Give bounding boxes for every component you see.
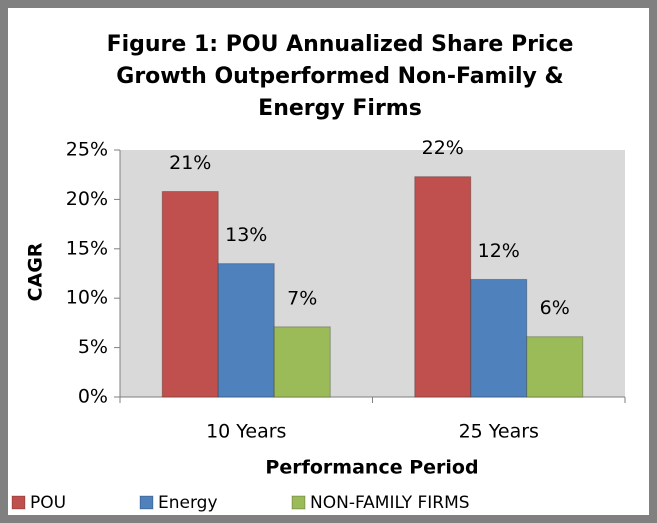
y-axis-title: CAGR xyxy=(25,242,47,301)
bar xyxy=(526,336,584,398)
x-tick-label: 25 Years xyxy=(459,421,539,443)
bar xyxy=(470,278,528,398)
value-label: 6% xyxy=(540,297,570,319)
value-label: 12% xyxy=(478,240,520,262)
y-tick-label: 20% xyxy=(66,188,108,210)
legend-label: Energy xyxy=(158,493,218,513)
chart-title: Growth Outperformed Non-Family & xyxy=(116,64,563,89)
bar xyxy=(414,176,472,398)
chart-title: Energy Firms xyxy=(258,96,422,121)
legend-swatch xyxy=(291,495,306,510)
value-label: 7% xyxy=(287,287,317,309)
y-tick-label: 25% xyxy=(66,139,108,161)
value-label: 22% xyxy=(422,137,464,159)
legend-label: POU xyxy=(30,493,66,513)
y-tick-label: 10% xyxy=(66,287,108,309)
legend-label: NON-FAMILY FIRMS xyxy=(310,493,470,513)
value-label: 21% xyxy=(169,152,211,174)
y-tick-label: 5% xyxy=(78,336,108,358)
legend-swatch xyxy=(11,495,26,510)
x-axis-title: Performance Period xyxy=(265,457,478,479)
value-label: 13% xyxy=(225,224,267,246)
chart-title: Figure 1: POU Annualized Share Price xyxy=(107,32,574,57)
legend-swatch xyxy=(139,495,154,510)
y-tick-label: 0% xyxy=(78,386,108,408)
y-tick-label: 15% xyxy=(66,237,108,259)
bar xyxy=(273,326,331,398)
bar xyxy=(217,263,275,398)
bar xyxy=(161,190,219,398)
x-tick-label: 10 Years xyxy=(206,421,286,443)
